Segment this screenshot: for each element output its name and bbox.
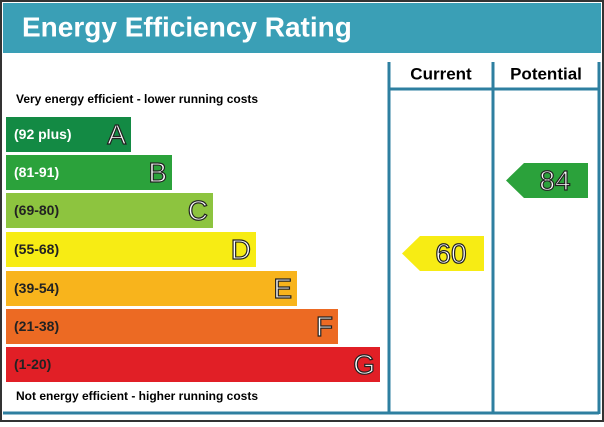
top-note: Very energy efficient - lower running co… bbox=[16, 92, 258, 106]
band-letter: F bbox=[316, 311, 333, 342]
band-letter: D bbox=[231, 234, 251, 265]
band-range: (39-54) bbox=[14, 280, 59, 296]
band-letter: E bbox=[273, 273, 292, 304]
band-bar bbox=[6, 193, 213, 228]
current-value: 60 bbox=[435, 238, 466, 269]
column-header: Potential bbox=[510, 64, 582, 83]
band-bar bbox=[6, 155, 172, 190]
band-bar bbox=[6, 271, 297, 306]
band-range: (1-20) bbox=[14, 356, 51, 372]
band-letter: A bbox=[107, 119, 126, 150]
bottom-note: Not energy efficient - higher running co… bbox=[16, 389, 258, 403]
title: Energy Efficiency Rating bbox=[22, 11, 352, 42]
band-range: (55-68) bbox=[14, 241, 59, 257]
band-bar bbox=[6, 309, 338, 344]
column-lines bbox=[3, 62, 601, 415]
potential-value: 84 bbox=[539, 165, 570, 196]
band-range: (92 plus) bbox=[14, 126, 72, 142]
band-bar bbox=[6, 117, 131, 152]
title-bar bbox=[3, 3, 601, 53]
band-range: (81-91) bbox=[14, 164, 59, 180]
current-arrow bbox=[402, 236, 484, 271]
band-range: (21-38) bbox=[14, 318, 59, 334]
potential-arrow bbox=[506, 163, 588, 198]
band-bar bbox=[6, 232, 256, 267]
band-letter: B bbox=[148, 157, 167, 188]
band-bar bbox=[6, 347, 380, 382]
band-letter: G bbox=[353, 349, 375, 380]
column-header: Current bbox=[410, 64, 472, 83]
band-range: (69-80) bbox=[14, 202, 59, 218]
band-letter: C bbox=[188, 195, 208, 226]
